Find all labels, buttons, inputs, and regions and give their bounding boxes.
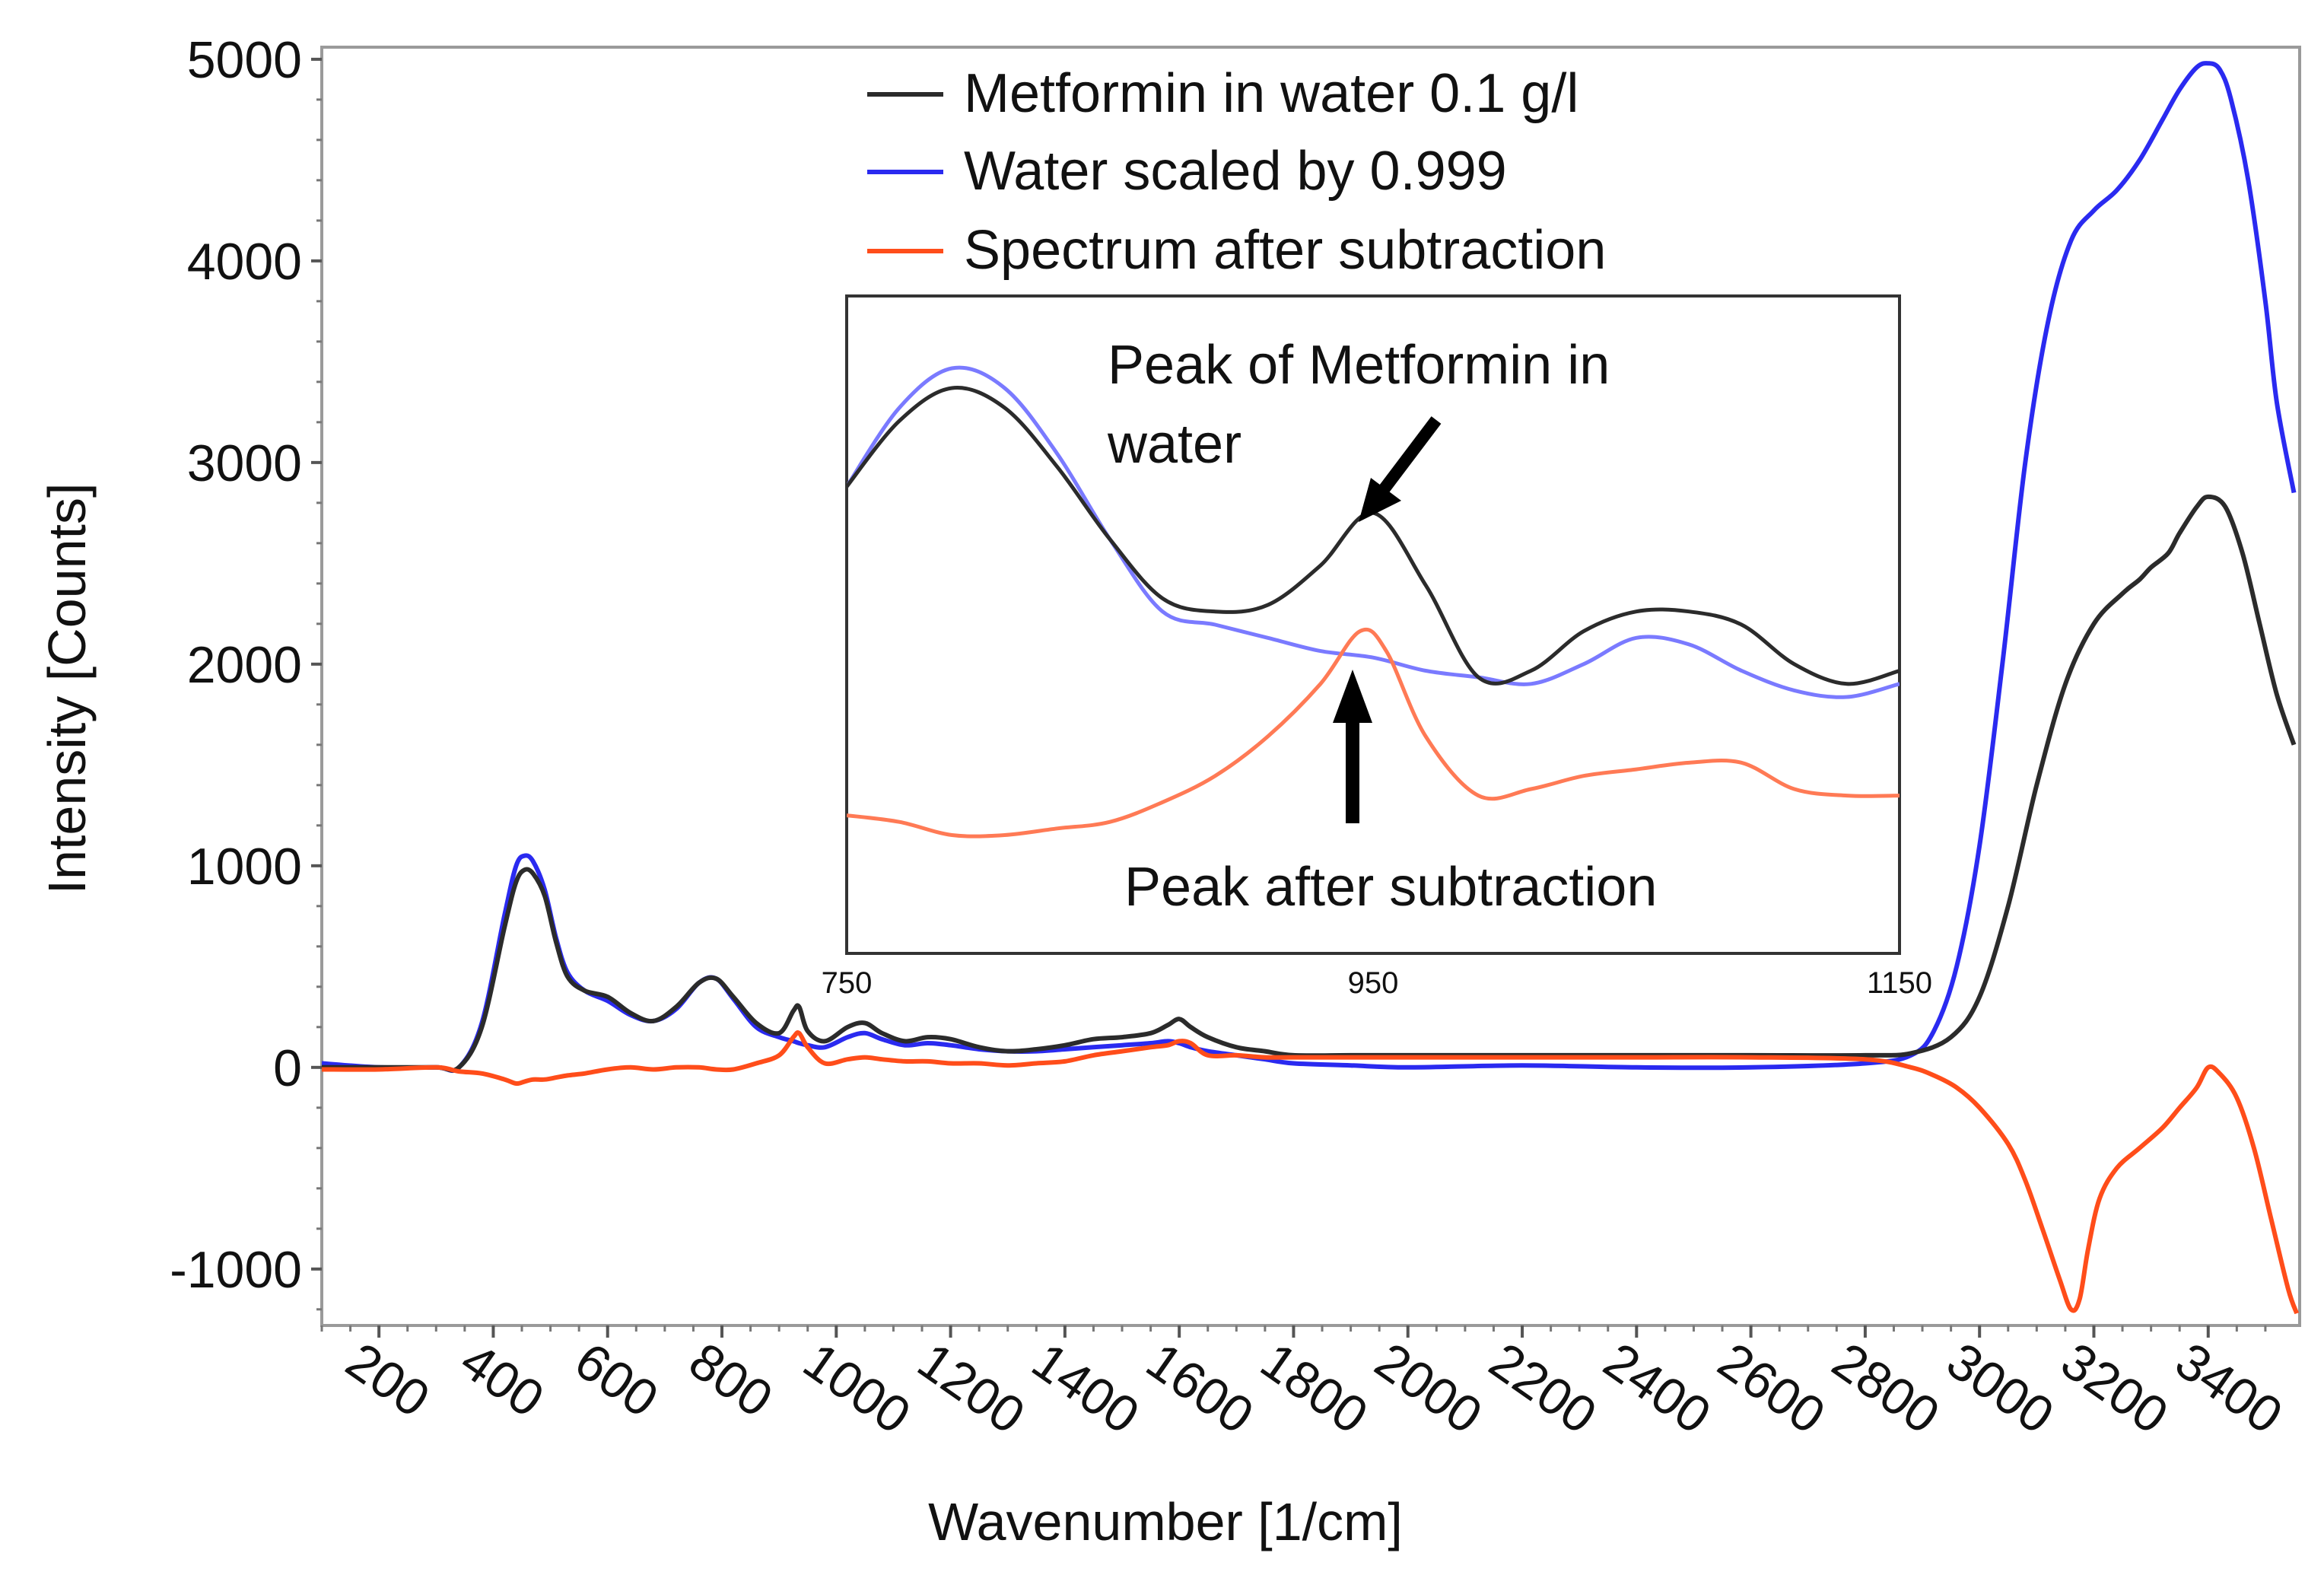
x-tick-label: 2600 — [1708, 1332, 1836, 1445]
y-tick-label: -1000 — [170, 1241, 302, 1299]
inset-x-tick-label: 1150 — [1867, 966, 1932, 1000]
x-tick-label: 1600 — [1137, 1332, 1264, 1445]
x-tick-label: 2200 — [1479, 1332, 1607, 1445]
y-axis: 5000 4000 3000 2000 1000 0 -1000 — [170, 31, 322, 1311]
x-tick-label: 1800 — [1251, 1332, 1378, 1445]
inset-x-tick-label: 750 — [822, 966, 873, 1000]
legend-label-subtraction: Spectrum after subtraction — [964, 220, 1606, 281]
legend-label-water: Water scaled by 0.999 — [964, 141, 1507, 202]
x-tick-label: 800 — [679, 1332, 783, 1428]
y-tick-label: 5000 — [187, 31, 302, 89]
inset-zoom-panel: 750 950 1150 Peak of Metformin in water Pe… — [822, 294, 1932, 1000]
legend: Metformin in water 0.1 g/l Water scaled … — [867, 63, 1606, 281]
y-tick-label: 1000 — [187, 838, 302, 896]
x-tick-label: 1000 — [793, 1332, 921, 1445]
main-series — [322, 61, 2300, 1315]
y-tick-label: 3000 — [187, 434, 302, 492]
x-tick-label: 600 — [564, 1332, 669, 1428]
x-tick-label: 3400 — [2165, 1332, 2293, 1445]
x-tick-label: 200 — [336, 1332, 440, 1428]
y-tick-label: 4000 — [187, 233, 302, 291]
inset-x-axis: 750 950 1150 — [822, 966, 1932, 1000]
legend-label-metformin: Metformin in water 0.1 g/l — [964, 63, 1578, 124]
x-tick-label: 2400 — [1594, 1332, 1722, 1445]
arrow-down-left-icon — [1359, 416, 1442, 522]
x-tick-label: 1200 — [908, 1332, 1035, 1445]
x-tick-label: 3200 — [2051, 1332, 2179, 1445]
x-tick-label: 2000 — [1365, 1332, 1493, 1445]
x-tick-label: 3000 — [1937, 1332, 2065, 1445]
series-line-metformin — [322, 494, 2297, 1073]
x-axis: 200 400 600 800 1000120014001600180020002200… — [320, 1325, 2293, 1445]
inset-line-subtraction — [847, 627, 1900, 839]
x-tick-label: 400 — [450, 1332, 555, 1428]
inset-line-water — [847, 365, 1900, 699]
inset-annotation-peak-metformin-line1: Peak of Metformin in — [1108, 335, 1610, 396]
x-tick-label: 2800 — [1822, 1332, 1950, 1445]
series-line-subtraction — [322, 1030, 2300, 1315]
y-axis-title: Intensity [Counts] — [37, 483, 97, 895]
inset-x-tick-label: 950 — [1348, 966, 1399, 1000]
y-tick-label: 2000 — [187, 636, 302, 694]
inset-annotation-peak-metformin-line2: water — [1107, 414, 1241, 475]
arrow-up-icon — [1333, 670, 1372, 823]
inset-annotation-peak-after-subtraction: Peak after subtraction — [1124, 857, 1657, 918]
y-tick-label: 0 — [273, 1039, 302, 1097]
x-tick-label: 1400 — [1022, 1332, 1149, 1445]
x-axis-title: Wavenumber [1/cm] — [928, 1492, 1403, 1551]
